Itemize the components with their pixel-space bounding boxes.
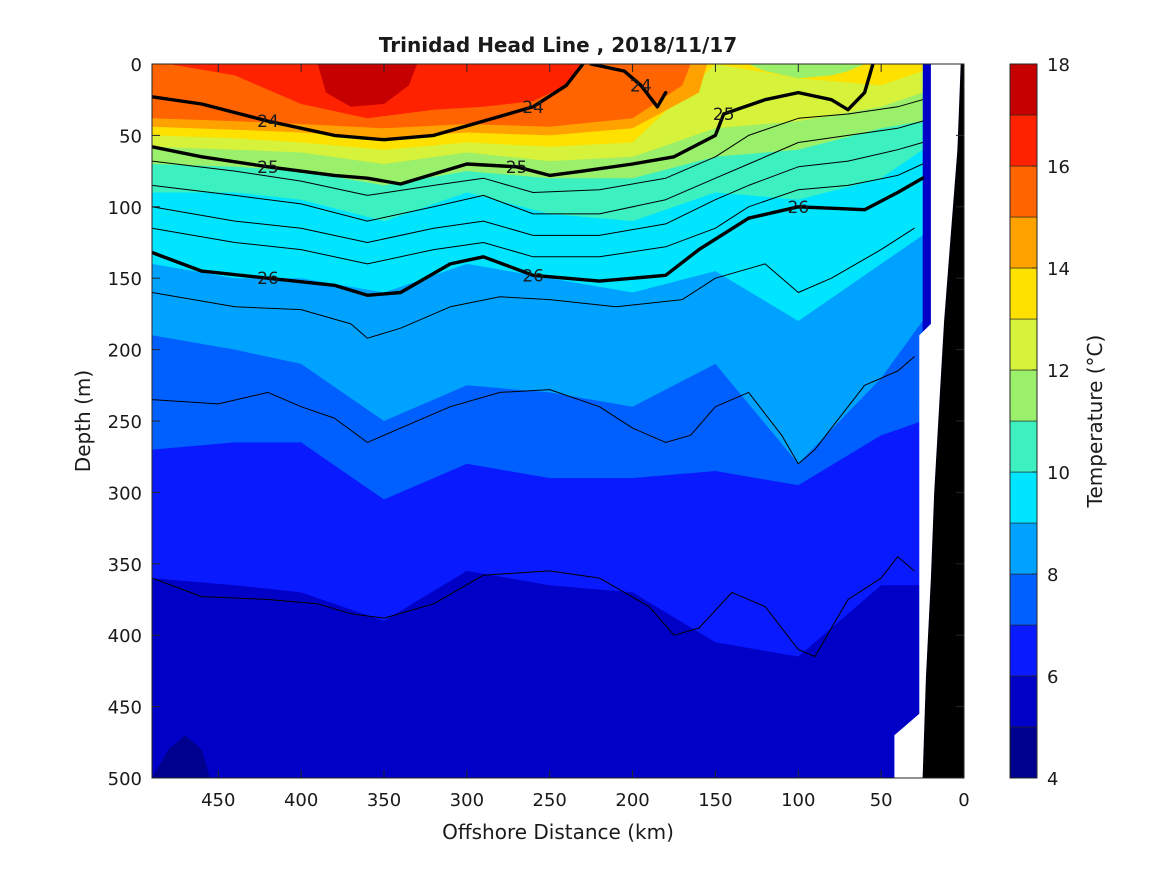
colorbar-tick-label-18: 18 [1047, 55, 1070, 76]
x-tick-label-150: 150 [698, 790, 732, 811]
density-contour-2 [152, 64, 875, 186]
y-tick-label-350: 350 [108, 555, 142, 576]
y-axis-ticks: 0 50 100 150 200 250 300 350 400 450 500 [108, 55, 964, 790]
colorbar-swatch-14 [1009, 216, 1038, 269]
colorbar-tick-label-4: 4 [1047, 769, 1058, 790]
temperature-fills [152, 64, 964, 778]
colorbar-swatch-17 [1009, 63, 1038, 116]
colorbar-swatch-5 [1009, 675, 1038, 728]
colorbar-swatch-16 [1009, 114, 1038, 167]
colorbar-tick-label-14: 14 [1047, 259, 1070, 280]
y-tick-label-0: 0 [131, 55, 142, 76]
contour-label-7: 26 [522, 266, 544, 286]
x-tick-label-350: 350 [367, 790, 401, 811]
chart-title: Trinidad Head Line , 2018/11/17 [379, 33, 737, 57]
colorbar-tick-label-8: 8 [1047, 565, 1058, 586]
colorbar-swatch-12 [1009, 318, 1038, 371]
colorbar-ticks: 4 6 8 10 12 14 16 18 [1032, 55, 1070, 790]
density-contour-6 [152, 142, 924, 243]
density-contours [152, 64, 925, 658]
colorbar-swatch-4 [1009, 726, 1038, 779]
contour-labels: 24 24 24 25 25 25 26 26 26 [257, 76, 809, 289]
x-tick-label-100: 100 [781, 790, 815, 811]
x-tick-label-200: 200 [615, 790, 649, 811]
colorbar-swatch-8 [1009, 522, 1038, 575]
x-tick-label-250: 250 [533, 790, 567, 811]
colorbar-swatch-6 [1009, 624, 1038, 677]
seafloor-mask [894, 64, 964, 778]
colorbar-swatch-13 [1009, 267, 1038, 320]
density-contour-10 [152, 556, 915, 658]
y-tick-label-300: 300 [108, 483, 142, 504]
y-tick-label-50: 50 [119, 126, 142, 147]
contour-label-1: 24 [522, 98, 544, 118]
y-tick-label-150: 150 [108, 269, 142, 290]
colorbar-swatch-11 [1009, 369, 1038, 422]
y-axis-label: Depth (m) [71, 370, 95, 472]
contour-label-4: 25 [506, 158, 528, 178]
x-tick-label-400: 400 [284, 790, 318, 811]
density-contour-8 [152, 227, 915, 339]
x-tick-label-450: 450 [201, 790, 235, 811]
fill-patch-11 [748, 64, 865, 79]
contour-label-6: 26 [257, 269, 279, 289]
plot-area [152, 64, 964, 778]
colorbar-tick-label-16: 16 [1047, 157, 1070, 178]
y-tick-label-450: 450 [108, 698, 142, 719]
contour-label-2: 24 [630, 76, 652, 96]
colorbar-label: Temperature (°C) [1083, 335, 1107, 509]
contour-label-0: 24 [257, 112, 279, 132]
density-contour-0 [152, 64, 585, 142]
density-contour-5 [152, 120, 924, 222]
colorbar-tick-label-10: 10 [1047, 463, 1070, 484]
y-tick-label-400: 400 [108, 626, 142, 647]
colorbar-swatch-10 [1009, 420, 1038, 473]
contour-label-3: 25 [257, 158, 279, 178]
density-contour-1 [589, 64, 668, 109]
x-axis-ticks: 450 400 350 300 250 200 150 100 50 0 [201, 64, 970, 811]
fill-patch-3.9 [152, 735, 210, 778]
colorbar [1009, 63, 1038, 779]
x-axis-label: Offshore Distance (km) [442, 820, 674, 844]
density-contour-7 [152, 163, 924, 265]
fill-patch-17 [317, 64, 418, 107]
x-tick-label-0: 0 [958, 790, 969, 811]
seafloor-bathymetry [922, 64, 964, 778]
y-tick-label-250: 250 [108, 412, 142, 433]
density-contour-3 [152, 176, 925, 297]
y-tick-label-100: 100 [108, 198, 142, 219]
y-tick-label-500: 500 [108, 769, 142, 790]
no-data-region [894, 64, 961, 778]
density-contour-4 [152, 99, 924, 196]
colorbar-swatch-9 [1009, 471, 1038, 524]
colorbar-frame [1009, 63, 1038, 779]
density-contour-9 [152, 356, 915, 465]
x-tick-label-50: 50 [870, 790, 893, 811]
x-tick-label-300: 300 [450, 790, 484, 811]
contour-label-8: 26 [787, 198, 809, 218]
colorbar-swatch-7 [1009, 573, 1038, 626]
colorbar-tick-label-6: 6 [1047, 667, 1058, 688]
y-tick-label-200: 200 [108, 341, 142, 362]
colorbar-tick-label-12: 12 [1047, 361, 1070, 382]
colorbar-swatch-15 [1009, 165, 1038, 218]
contour-label-5: 25 [713, 105, 735, 125]
